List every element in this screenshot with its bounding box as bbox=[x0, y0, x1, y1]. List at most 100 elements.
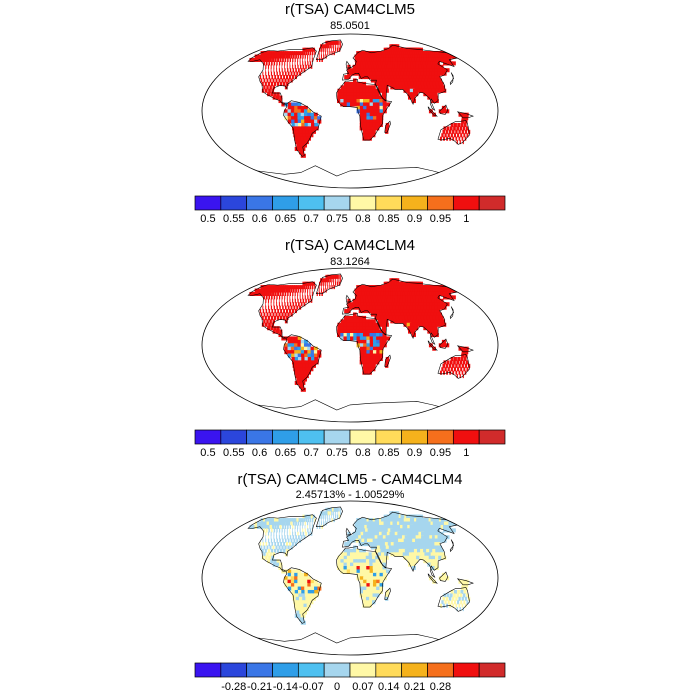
coastlines bbox=[247, 506, 474, 644]
colorbar-swatch bbox=[375, 195, 403, 211]
colorbar-swatch bbox=[349, 195, 377, 211]
colorbar-swatch bbox=[323, 662, 351, 678]
colorbar-tick-label: 0.6 bbox=[252, 447, 267, 459]
coastline-sumatra bbox=[427, 340, 438, 351]
coastline-uk bbox=[345, 294, 352, 303]
colorbar-tick-label: 0.85 bbox=[378, 213, 399, 225]
colorbar-swatch bbox=[323, 195, 351, 211]
coastline-eurasia bbox=[342, 44, 459, 111]
coastline-japan bbox=[449, 72, 454, 86]
coastline-borneo bbox=[439, 571, 449, 582]
colorbar-tick-label: 0.9 bbox=[407, 213, 422, 225]
colorbar-swatch bbox=[375, 662, 403, 678]
coastline-antarctica bbox=[256, 632, 439, 644]
map-border bbox=[201, 33, 499, 189]
coastlines bbox=[247, 273, 474, 411]
coastline-greenland bbox=[315, 506, 343, 527]
panel-subtitle: 2.45713% - 1.00529% bbox=[295, 489, 405, 501]
coastline-sumatra bbox=[427, 106, 438, 117]
colorbar-tick-label: 0.95 bbox=[430, 213, 451, 225]
land-shading bbox=[249, 507, 471, 625]
coastline-australia bbox=[437, 354, 470, 379]
colorbar-swatch bbox=[452, 195, 480, 211]
colorbar-tick-label: -0.28 bbox=[221, 681, 246, 693]
colorbar-tick-label: 0.65 bbox=[275, 213, 296, 225]
colorbar-tick-label: -0.14 bbox=[273, 681, 298, 693]
colorbar-swatch bbox=[194, 429, 222, 445]
colorbar-swatch bbox=[246, 429, 273, 445]
coastline-northAmerica bbox=[247, 514, 317, 572]
colorbar-tick-label: 1 bbox=[463, 447, 469, 459]
coastline-antarctica bbox=[256, 165, 439, 177]
coastline-greenland bbox=[315, 273, 343, 294]
panel-title: r(TSA) CAM4CLM5 bbox=[284, 1, 415, 18]
colorbar-swatch bbox=[452, 429, 480, 445]
coastline-africa bbox=[336, 545, 393, 608]
coastline-southAmerica bbox=[283, 100, 322, 157]
colorbar-tick-label: 0.07 bbox=[352, 681, 373, 693]
colorbar-tick-label: 1 bbox=[463, 213, 469, 225]
colorbar-tick-label: 0.8 bbox=[355, 213, 370, 225]
coastline-southAmerica bbox=[283, 567, 322, 624]
colorbar-swatch bbox=[272, 195, 299, 211]
colorbar-tick-label: -0.07 bbox=[299, 681, 324, 693]
colorbar-tick-label: 0.85 bbox=[378, 447, 399, 459]
coastline-madagascar bbox=[384, 354, 391, 367]
colorbar-swatch bbox=[349, 662, 377, 678]
colorbar-tick-label: 0.95 bbox=[430, 447, 451, 459]
colorbar-swatch bbox=[401, 195, 428, 211]
colorbar-tick-label: 0.7 bbox=[304, 447, 319, 459]
colorbar-tick-label: 0.14 bbox=[378, 681, 399, 693]
coastline-madagascar bbox=[384, 587, 391, 600]
colorbar-swatch bbox=[349, 429, 377, 445]
colorbar-tick-label: 0.6 bbox=[252, 213, 267, 225]
colorbar-tick-label: 0.75 bbox=[326, 213, 347, 225]
colorbar-tick-label: 0.8 bbox=[355, 447, 370, 459]
colorbar-swatch bbox=[401, 662, 428, 678]
colorbar-tick-label: 0.5 bbox=[200, 213, 215, 225]
coastline-australia bbox=[437, 120, 470, 145]
colorbar-tick-label: 0.28 bbox=[430, 681, 451, 693]
coastline-sumatra bbox=[427, 573, 438, 584]
coastline-northAmerica bbox=[247, 281, 317, 339]
colorbar-tick-label: 0.5 bbox=[200, 447, 215, 459]
colorbar-tick-label: 0 bbox=[334, 681, 340, 693]
coastline-borneo bbox=[439, 338, 449, 349]
colorbar: 0.5 0.55 0.6 0.65 0.7 0.75 0.8 0.85 0.9 0.95 1 bbox=[194, 429, 506, 459]
colorbar-swatch bbox=[427, 429, 454, 445]
colorbar: -0.28 -0.21 -0.14 -0.07 0 0.07 0.14 0.21 0.28 bbox=[194, 662, 506, 693]
colorbar-swatch bbox=[478, 429, 506, 445]
colorbar-tick-label: 0.21 bbox=[404, 681, 425, 693]
colorbar-swatch bbox=[401, 429, 428, 445]
colorbar: 0.5 0.55 0.6 0.65 0.7 0.75 0.8 0.85 0.9 0.95 1 bbox=[194, 195, 506, 225]
colorbar-swatch bbox=[246, 662, 273, 678]
coastline-uk bbox=[345, 527, 352, 536]
colorbar-tick-label: 0.75 bbox=[326, 447, 347, 459]
coastline-africa bbox=[336, 78, 393, 141]
map-panel-1: 0.5 0.55 0.6 0.65 0.7 0.75 0.8 0.85 0.9 0.95 1 bbox=[194, 33, 506, 225]
colorbar-tick-label: -0.21 bbox=[247, 681, 272, 693]
panel-subtitle: 85.0501 bbox=[330, 20, 370, 32]
coastline-australia bbox=[437, 587, 470, 612]
coastline-antarctica bbox=[256, 399, 439, 411]
coastline-madagascar bbox=[384, 120, 391, 133]
panel-title: r(TSA) CAM4CLM5 - CAM4CLM4 bbox=[237, 471, 463, 488]
map-border bbox=[201, 267, 499, 423]
panel-title: r(TSA) CAM4CLM4 bbox=[284, 237, 415, 254]
map-panel-3: -0.28 -0.21 -0.14 -0.07 0 0.07 0.14 0.21 0.28 bbox=[194, 500, 506, 693]
coastline-newguinea bbox=[456, 578, 474, 586]
coastline-uk bbox=[345, 60, 352, 69]
colorbar-swatch bbox=[297, 429, 325, 445]
land-shading bbox=[249, 40, 471, 158]
colorbar-tick-label: 0.65 bbox=[275, 447, 296, 459]
colorbar-swatch bbox=[272, 662, 299, 678]
coastline-newguinea bbox=[456, 345, 474, 353]
coastline-eurasia bbox=[342, 511, 459, 578]
colorbar-swatch bbox=[297, 662, 325, 678]
colorbar-swatch bbox=[478, 662, 506, 678]
colorbar-swatch bbox=[427, 195, 454, 211]
coastline-eurasia bbox=[342, 278, 459, 345]
colorbar-swatch bbox=[478, 195, 506, 211]
colorbar-swatch bbox=[220, 429, 248, 445]
